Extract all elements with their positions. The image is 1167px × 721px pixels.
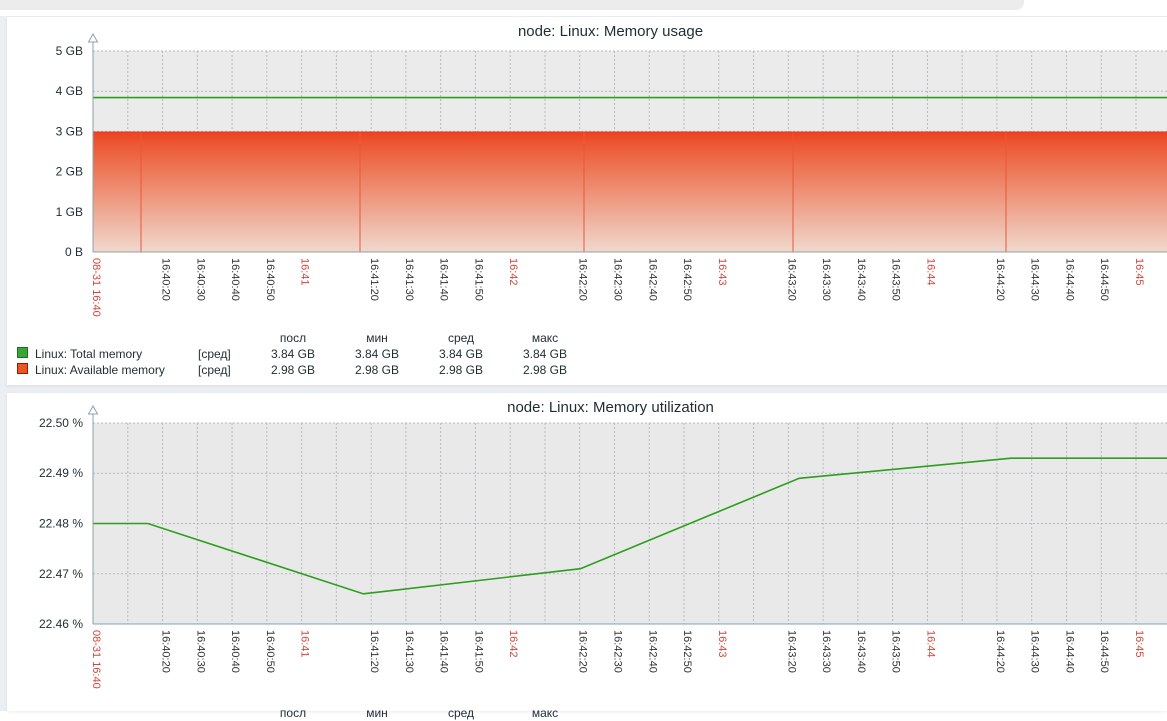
- svg-text:2 GB: 2 GB: [56, 165, 83, 179]
- svg-text:16:41:20: 16:41:20: [368, 630, 380, 673]
- svg-text:22.50 %: 22.50 %: [39, 416, 83, 430]
- svg-text:22.46 %: 22.46 %: [39, 617, 83, 631]
- svg-text:16:44:50: 16:44:50: [1098, 258, 1110, 301]
- svg-text:16:41: 16:41: [299, 258, 311, 286]
- svg-text:16:42: 16:42: [507, 258, 519, 286]
- svg-text:16:40:50: 16:40:50: [264, 258, 276, 301]
- svg-text:16:43:40: 16:43:40: [855, 630, 867, 673]
- svg-text:16:42:50: 16:42:50: [681, 258, 693, 301]
- svg-text:16:41:30: 16:41:30: [403, 258, 415, 301]
- svg-text:16:41:30: 16:41:30: [403, 630, 415, 673]
- svg-text:16:44: 16:44: [924, 258, 936, 286]
- svg-text:22.47 %: 22.47 %: [39, 567, 83, 581]
- svg-text:16:42:20: 16:42:20: [577, 258, 589, 301]
- svg-text:16:44:40: 16:44:40: [1064, 630, 1076, 673]
- svg-text:16:42:40: 16:42:40: [646, 630, 658, 673]
- svg-text:16:42:40: 16:42:40: [646, 258, 658, 301]
- svg-text:16:43:40: 16:43:40: [855, 258, 867, 301]
- svg-text:5 GB: 5 GB: [56, 44, 83, 58]
- svg-text:16:44:50: 16:44:50: [1098, 630, 1110, 673]
- svg-text:16:42: 16:42: [507, 630, 519, 658]
- svg-text:08-31 16:40: 08-31 16:40: [90, 630, 102, 689]
- svg-text:16:41:40: 16:41:40: [438, 630, 450, 673]
- svg-text:16:40:40: 16:40:40: [229, 630, 241, 673]
- svg-text:16:44:20: 16:44:20: [994, 630, 1006, 673]
- svg-text:16:42:30: 16:42:30: [612, 630, 624, 673]
- svg-text:16:44:40: 16:44:40: [1064, 258, 1076, 301]
- svg-text:16:41: 16:41: [299, 630, 311, 658]
- svg-text:16:40:30: 16:40:30: [194, 258, 206, 301]
- svg-text:16:40:40: 16:40:40: [229, 258, 241, 301]
- svg-text:16:40:20: 16:40:20: [160, 630, 172, 673]
- svg-text:16:40:50: 16:40:50: [264, 630, 276, 673]
- svg-text:16:44:20: 16:44:20: [994, 258, 1006, 301]
- svg-text:16:43:50: 16:43:50: [890, 258, 902, 301]
- svg-text:16:41:50: 16:41:50: [472, 630, 484, 673]
- svg-text:16:40:30: 16:40:30: [194, 630, 206, 673]
- svg-text:16:44: 16:44: [924, 630, 936, 658]
- svg-text:22.49 %: 22.49 %: [39, 466, 83, 480]
- svg-text:16:43:30: 16:43:30: [820, 258, 832, 301]
- svg-text:16:42:20: 16:42:20: [577, 630, 589, 673]
- svg-text:16:43:30: 16:43:30: [820, 630, 832, 673]
- svg-text:16:41:40: 16:41:40: [438, 258, 450, 301]
- svg-text:16:43: 16:43: [716, 258, 728, 286]
- svg-text:1 GB: 1 GB: [56, 205, 83, 219]
- svg-text:4 GB: 4 GB: [56, 84, 83, 98]
- svg-text:16:45: 16:45: [1133, 630, 1145, 658]
- svg-text:22.48 %: 22.48 %: [39, 517, 83, 531]
- svg-text:16:43:20: 16:43:20: [785, 258, 797, 301]
- svg-text:16:42:50: 16:42:50: [681, 630, 693, 673]
- svg-text:16:45: 16:45: [1133, 258, 1145, 286]
- svg-text:16:40:20: 16:40:20: [160, 258, 172, 301]
- svg-text:08-31 16:40: 08-31 16:40: [90, 258, 102, 317]
- svg-text:16:44:30: 16:44:30: [1029, 258, 1041, 301]
- svg-text:16:41:50: 16:41:50: [472, 258, 484, 301]
- svg-text:0 B: 0 B: [65, 245, 83, 259]
- svg-text:16:42:30: 16:42:30: [612, 258, 624, 301]
- svg-text:16:43: 16:43: [716, 630, 728, 658]
- svg-text:16:41:20: 16:41:20: [368, 258, 380, 301]
- svg-text:16:43:20: 16:43:20: [785, 630, 797, 673]
- svg-text:16:44:30: 16:44:30: [1029, 630, 1041, 673]
- svg-text:3 GB: 3 GB: [56, 124, 83, 138]
- svg-text:16:43:50: 16:43:50: [890, 630, 902, 673]
